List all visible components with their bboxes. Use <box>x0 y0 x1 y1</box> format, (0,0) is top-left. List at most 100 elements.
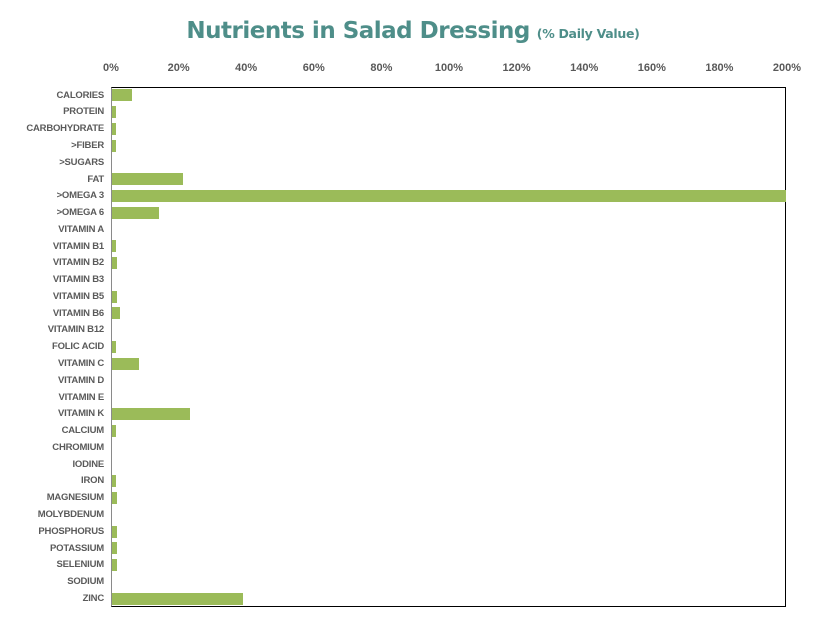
bar <box>112 559 118 572</box>
chart-row: CHROMIUM <box>0 439 786 456</box>
category-label: POTASSIUM <box>50 542 104 554</box>
category-label: ZINC <box>82 592 105 604</box>
bar <box>112 173 183 186</box>
bar-track <box>112 422 786 439</box>
category-label: VITAMIN A <box>58 223 104 235</box>
bar-track <box>112 288 786 305</box>
bar-track <box>112 137 786 154</box>
category-label: VITAMIN E <box>58 391 104 403</box>
chart-row: VITAMIN B6 <box>0 305 786 322</box>
category-label: FOLIC ACID <box>51 341 104 353</box>
chart-row: POTASSIUM <box>0 540 786 557</box>
bar-track <box>112 154 786 171</box>
x-tick-label: 120% <box>502 62 531 74</box>
category-label: CALCIUM <box>61 425 105 437</box>
category-label: VITAMIN B5 <box>52 290 104 302</box>
chart-row: MAGNESIUM <box>0 490 786 507</box>
bar-track <box>112 473 786 490</box>
x-tick-label: 0% <box>103 62 119 74</box>
bar <box>112 525 118 538</box>
bar-track <box>112 305 786 322</box>
bar-track <box>112 490 786 507</box>
bar <box>112 424 117 437</box>
bar <box>112 240 117 253</box>
x-tick-label: 180% <box>705 62 734 74</box>
plot-area-border <box>111 87 786 607</box>
bar-track <box>112 590 786 607</box>
bar <box>112 190 786 203</box>
category-label: VITAMIN K <box>57 408 104 420</box>
chart-title-main: Nutrients in Salad Dressing <box>186 18 530 44</box>
bar <box>112 491 117 504</box>
chart-row: VITAMIN C <box>0 355 786 372</box>
category-label: MOLYBDENUM <box>37 508 104 520</box>
chart-row: VITAMIN A <box>0 221 786 238</box>
chart-row: ZINC <box>0 590 786 607</box>
category-label: VITAMIN B2 <box>52 257 104 269</box>
category-label: >OMEGA 3 <box>56 190 105 202</box>
bar-track <box>112 372 786 389</box>
category-label: PROTEIN <box>63 106 104 118</box>
bar <box>112 357 139 370</box>
category-label: SODIUM <box>67 576 104 588</box>
bar-track <box>112 355 786 372</box>
chart-title-subtitle: (% Daily Value) <box>536 26 640 41</box>
bar <box>112 106 116 119</box>
bar-track <box>112 272 786 289</box>
bar-track <box>112 557 786 574</box>
bar-track <box>112 439 786 456</box>
bar-track <box>112 188 786 205</box>
chart-row: CARBOHYDRATE <box>0 121 786 138</box>
category-label: SELENIUM <box>56 559 105 571</box>
bar-track <box>112 104 786 121</box>
chart-row: FAT <box>0 171 786 188</box>
bar <box>112 206 160 219</box>
category-label: CHROMIUM <box>52 441 104 453</box>
chart-row: SODIUM <box>0 573 786 590</box>
category-label: VITAMIN B1 <box>52 240 104 252</box>
bar-track <box>112 456 786 473</box>
bar <box>112 475 117 488</box>
chart-row: VITAMIN B1 <box>0 238 786 255</box>
chart-row: VITAMIN B5 <box>0 288 786 305</box>
chart-row: IRON <box>0 473 786 490</box>
bar-track <box>112 238 786 255</box>
bar <box>112 257 118 270</box>
chart-row: VITAMIN D <box>0 372 786 389</box>
bar-track <box>112 204 786 221</box>
chart-row: >SUGARS <box>0 154 786 171</box>
bar-track <box>112 121 786 138</box>
category-label: PHOSPHORUS <box>38 525 104 537</box>
chart-row: CALCIUM <box>0 422 786 439</box>
bar-track <box>112 573 786 590</box>
chart-row: PROTEIN <box>0 104 786 121</box>
category-label: VITAMIN B3 <box>52 274 104 286</box>
bar-track <box>112 406 786 423</box>
chart-row: CALORIES <box>0 87 786 104</box>
bar <box>112 340 117 353</box>
category-label: MAGNESIUM <box>46 492 105 504</box>
x-tick-label: 80% <box>370 62 393 74</box>
chart-title: Nutrients in Salad Dressing (% Daily Val… <box>0 18 826 44</box>
category-label: VITAMIN D <box>57 374 104 386</box>
category-label: CALORIES <box>56 89 105 101</box>
bar-track <box>112 171 786 188</box>
bar-track <box>112 389 786 406</box>
x-tick-label: 140% <box>570 62 599 74</box>
bar <box>112 139 117 152</box>
chart-row: VITAMIN B12 <box>0 322 786 339</box>
x-tick-label: 160% <box>637 62 666 74</box>
chart-row: VITAMIN B2 <box>0 255 786 272</box>
bar <box>112 290 118 303</box>
bar-track <box>112 87 786 104</box>
category-label: FAT <box>87 173 104 185</box>
bar <box>112 307 121 320</box>
chart-row: FOLIC ACID <box>0 339 786 356</box>
x-tick-label: 20% <box>167 62 190 74</box>
category-label: IODINE <box>72 458 104 470</box>
bar-track <box>112 540 786 557</box>
category-label: VITAMIN B6 <box>52 307 104 319</box>
x-tick-label: 40% <box>235 62 258 74</box>
category-label: IRON <box>81 475 104 487</box>
chart-row: VITAMIN B3 <box>0 272 786 289</box>
